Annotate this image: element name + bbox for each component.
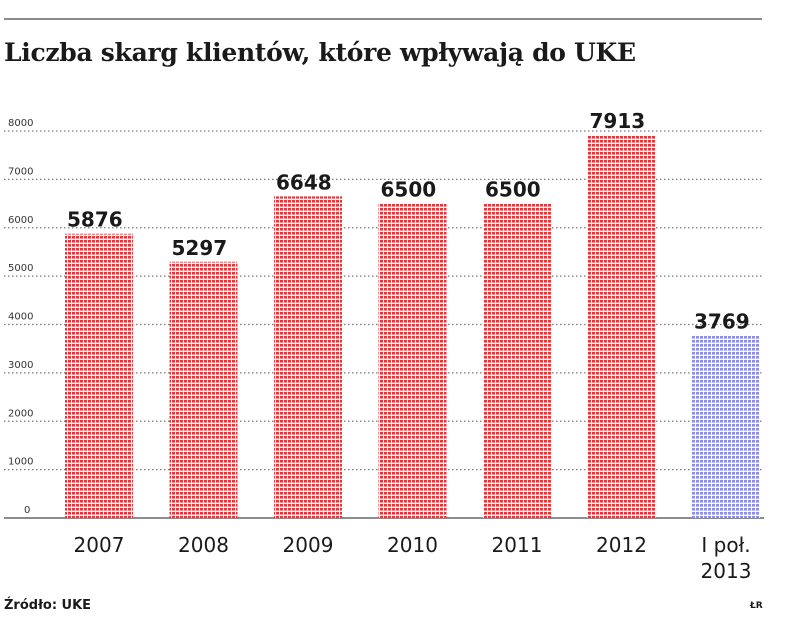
data-label: 6500: [381, 178, 437, 202]
y-tick-label: 2000: [8, 408, 33, 419]
x-tick-label: 2009: [283, 533, 334, 557]
data-label: 6500: [485, 178, 541, 202]
x-tick-label-line: 2010: [387, 533, 438, 557]
y-tick-label: 0: [24, 505, 30, 516]
source-note: Źródło: UKE: [4, 598, 92, 613]
top-rule: [4, 18, 762, 20]
x-tick-label-line: 2008: [178, 533, 229, 557]
bar: [692, 335, 760, 518]
bar: [274, 196, 342, 518]
x-tick-label: 2007: [74, 533, 125, 557]
x-tick-label: I poł. 2013: [701, 533, 752, 583]
x-tick-label-line: I poł.: [701, 533, 750, 557]
x-tick-label-line: 2013: [701, 559, 752, 583]
x-tick-label-line: 2011: [492, 533, 543, 557]
x-tick-label: 2010: [387, 533, 438, 557]
chart-title: Liczba skarg klientów, które wpływają do…: [4, 38, 636, 67]
y-tick-label: 3000: [8, 360, 33, 371]
x-tick-label-line: 2009: [283, 533, 334, 557]
author-credit: ŁR: [750, 601, 763, 611]
y-tick-label: 7000: [8, 166, 33, 177]
bar: [587, 135, 656, 518]
y-tick-label: 5000: [8, 263, 33, 274]
y-tick-label: 4000: [8, 312, 33, 323]
y-tick-label: 1000: [8, 457, 33, 468]
x-tick-label: 2012: [596, 533, 647, 557]
data-label: 7913: [590, 109, 646, 133]
bar: [65, 233, 133, 518]
bar: [483, 203, 551, 518]
data-label: 5297: [172, 236, 228, 260]
data-label: 5876: [67, 208, 123, 232]
y-tick-label: 6000: [8, 215, 33, 226]
bar: [378, 203, 447, 518]
x-tick-label: 2008: [178, 533, 229, 557]
x-tick-label-line: 2012: [596, 533, 647, 557]
x-tick-label-line: 2007: [74, 533, 125, 557]
data-label: 6648: [276, 170, 332, 194]
bar: [169, 261, 238, 518]
x-tick-label: 2011: [492, 533, 543, 557]
y-tick-label: 8000: [8, 118, 33, 129]
data-label: 3769: [694, 310, 750, 334]
